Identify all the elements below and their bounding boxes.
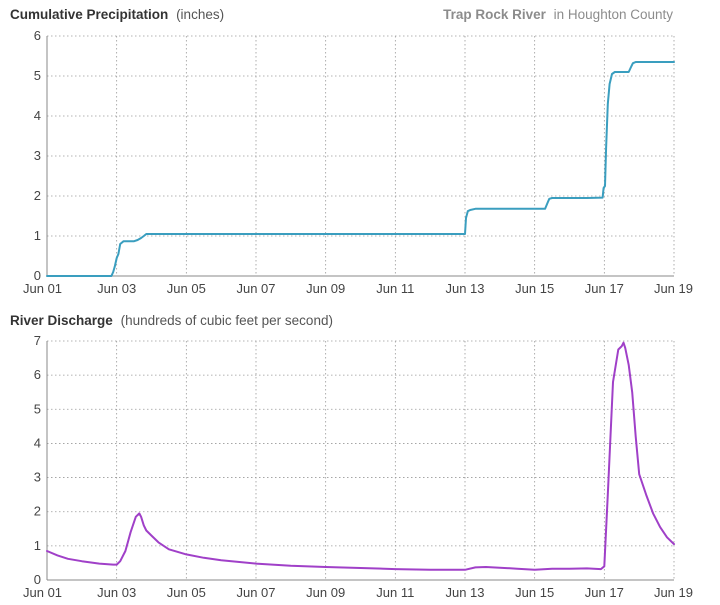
location-rest: in Houghton County (554, 7, 674, 22)
discharge-x-tick-label: Jun 05 (167, 585, 206, 600)
discharge-x-tick-label: Jun 09 (306, 585, 345, 600)
precip-x-tick-label: Jun 13 (445, 281, 484, 296)
precip-x-tick-label: Jun 15 (515, 281, 554, 296)
precip-y-tick-label: 0 (34, 268, 41, 283)
discharge-x-tick-label: Jun 17 (585, 585, 624, 600)
precip-x-tick-label: Jun 09 (306, 281, 345, 296)
discharge-x-tick-label: Jun 07 (236, 585, 275, 600)
discharge-chart: 0 1 2 3 4 5 6 7 Jun 01 Jun 03 Jun 05 Jun 07 Jun 09 Ju… (23, 333, 693, 600)
discharge-x-tick-label: Jun 01 (23, 585, 62, 600)
precip-series-line (46, 61, 675, 277)
discharge-y-tick-label: 6 (34, 367, 41, 382)
precip-y-tick-label: 2 (34, 188, 41, 203)
precip-y-tick-label: 6 (34, 28, 41, 43)
location-label: Trap Rock River in Houghton County (443, 7, 673, 22)
discharge-title-unit: (hundreds of cubic feet per second) (121, 313, 333, 328)
precip-x-tick-label: Jun 17 (585, 281, 624, 296)
precip-title: Cumulative Precipitation (inches) (10, 7, 224, 22)
discharge-x-tick-label: Jun 15 (515, 585, 554, 600)
discharge-x-tick-label: Jun 03 (97, 585, 136, 600)
discharge-title-bold: River Discharge (10, 313, 113, 328)
discharge-x-tick-label: Jun 13 (445, 585, 484, 600)
discharge-title: River Discharge (hundreds of cubic feet … (10, 313, 333, 328)
precip-x-tick-label: Jun 05 (167, 281, 206, 296)
discharge-y-tick-label: 1 (34, 538, 41, 553)
discharge-y-tick-label: 7 (34, 333, 41, 348)
precip-title-unit: (inches) (176, 7, 224, 22)
precip-x-tick-label: Jun 07 (236, 281, 275, 296)
discharge-y-tick-label: 3 (34, 470, 41, 485)
precip-y-tick-label: 3 (34, 148, 41, 163)
precip-x-tick-label: Jun 03 (97, 281, 136, 296)
precip-y-tick-label: 5 (34, 68, 41, 83)
discharge-series-line (46, 341, 675, 571)
discharge-y-tick-label: 2 (34, 504, 41, 519)
precip-x-tick-label: Jun 19 (654, 281, 693, 296)
precip-x-tick-label: Jun 11 (376, 281, 414, 296)
discharge-y-tick-label: 5 (34, 401, 41, 416)
discharge-y-tick-label: 4 (34, 435, 41, 450)
discharge-x-tick-label: Jun 11 (376, 585, 414, 600)
discharge-x-tick-label: Jun 19 (654, 585, 693, 600)
precip-y-tick-label: 4 (34, 108, 41, 123)
location-bold: Trap Rock River (443, 7, 547, 22)
precip-y-tick-label: 1 (34, 228, 41, 243)
precipitation-chart: 0 1 2 3 4 5 6 Jun 01 Jun 03 Jun 05 Jun 07 Jun 09 Jun… (23, 28, 693, 296)
precip-title-bold: Cumulative Precipitation (10, 7, 168, 22)
precip-x-tick-label: Jun 01 (23, 281, 62, 296)
discharge-y-tick-label: 0 (34, 572, 41, 587)
